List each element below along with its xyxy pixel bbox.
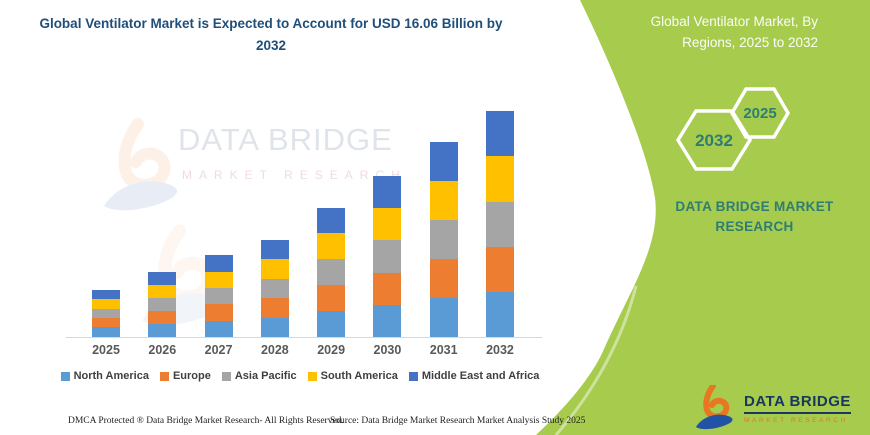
- bar-stack-2032: [485, 111, 514, 337]
- x-axis-line: [66, 337, 542, 338]
- bar-segment-europe: [373, 272, 402, 305]
- bar-segment-south-america: [317, 233, 346, 260]
- data-bridge-logo-icon: [696, 385, 733, 430]
- bar-stack-2028: [260, 239, 289, 337]
- legend-label: Middle East and Africa: [421, 370, 540, 382]
- source-note: Source: Data Bridge Market Research Mark…: [330, 416, 586, 426]
- bar-stack-2025: [92, 289, 120, 337]
- bar-segment-asia-pacific: [148, 298, 177, 311]
- bar-segment-south-america: [204, 271, 233, 289]
- hexagon-label-2032: 2032: [695, 131, 733, 150]
- bar-segment-europe: [204, 304, 233, 321]
- bar-stack-2031: [429, 142, 458, 337]
- bar-segment-south-america: [373, 207, 402, 241]
- bar-segment-south-america: [485, 156, 514, 202]
- legend-item-south-america: South America: [307, 370, 398, 382]
- bar-segment-middle-east-and-africa: [204, 255, 233, 272]
- x-axis-labels: 2025 2026 2027 2028 2029 2030 2031 2032: [80, 343, 526, 357]
- logo-name: DATA BRIDGE: [744, 393, 851, 414]
- bar-2029: [305, 111, 357, 337]
- legend-label: Europe: [172, 370, 211, 382]
- side-panel-heading: Global Ventilator Market, By Regions, 20…: [650, 14, 818, 50]
- dmca-notice: DMCA Protected ® Data Bridge Market Rese…: [68, 416, 344, 426]
- brand-text: DATA BRIDGE MARKET RESEARCH: [675, 199, 834, 235]
- bar-segment-middle-east-and-africa: [260, 239, 289, 260]
- bar-segment-south-america: [429, 180, 458, 221]
- bar-2028: [249, 111, 301, 337]
- bar-segment-middle-east-and-africa: [373, 175, 402, 208]
- data-bridge-logo: DATA BRIDGE MARKET RESEARCH: [694, 383, 859, 433]
- bar-segment-north-america: [260, 317, 289, 337]
- bar-segment-asia-pacific: [317, 259, 346, 286]
- bar-2026: [136, 111, 188, 337]
- bar-stack-2027: [204, 255, 233, 337]
- legend-label: Asia Pacific: [234, 370, 297, 382]
- bar-segment-asia-pacific: [429, 220, 458, 260]
- bar-segment-south-america: [260, 259, 289, 279]
- bar-segment-north-america: [429, 298, 458, 337]
- legend-item-europe: Europe: [159, 370, 211, 382]
- bar-stack-2026: [148, 272, 177, 337]
- legend-swatch-icon: [159, 371, 169, 381]
- bar-segment-asia-pacific: [92, 308, 120, 319]
- bar-segment-europe: [429, 259, 458, 299]
- hexagon-2032-icon: [675, 109, 753, 171]
- legend-item-asia-pacific: Asia Pacific: [221, 370, 297, 382]
- legend-label: North America: [73, 370, 149, 382]
- bar-segment-north-america: [92, 327, 120, 337]
- bar-segment-middle-east-and-africa: [429, 142, 458, 181]
- x-axis-label-2031: 2031: [429, 343, 458, 357]
- bar-2027: [193, 111, 245, 337]
- bar-segment-middle-east-and-africa: [317, 207, 346, 234]
- bar-segment-asia-pacific: [204, 288, 233, 305]
- legend-label: South America: [320, 370, 398, 382]
- bar-segment-north-america: [373, 304, 402, 337]
- bar-segment-middle-east-and-africa: [92, 289, 120, 300]
- legend-swatch-icon: [60, 371, 70, 381]
- x-axis-label-2032: 2032: [486, 343, 514, 357]
- bar-stack-2029: [317, 207, 346, 337]
- bar-segment-middle-east-and-africa: [148, 272, 177, 286]
- bar-2032: [474, 111, 526, 337]
- bar-segment-europe: [317, 285, 346, 311]
- bar-segment-middle-east-and-africa: [485, 111, 514, 157]
- bar-2031: [418, 111, 470, 337]
- x-axis-label-2027: 2027: [204, 343, 233, 357]
- bar-2030: [361, 111, 413, 337]
- bar-segment-asia-pacific: [485, 201, 514, 247]
- stacked-bar-chart: [80, 111, 526, 337]
- bar-stack-2030: [373, 175, 402, 337]
- bar-segment-south-america: [148, 285, 177, 299]
- legend-swatch-icon: [221, 371, 231, 381]
- bar-segment-north-america: [317, 311, 346, 337]
- x-axis-label-2026: 2026: [148, 343, 177, 357]
- bar-segment-asia-pacific: [373, 240, 402, 273]
- hexagon-2025-icon: [729, 87, 791, 139]
- page-title: Global Ventilator Market is Expected to …: [39, 16, 503, 53]
- year-hexagons: 2025 2032: [675, 87, 791, 171]
- bar-segment-europe: [148, 310, 177, 324]
- bar-segment-europe: [260, 298, 289, 318]
- legend-item-north-america: North America: [60, 370, 149, 382]
- chart-legend: North America Europe Asia Pacific South Ame…: [0, 370, 600, 382]
- bar-segment-north-america: [204, 320, 233, 337]
- bar-segment-europe: [92, 318, 120, 328]
- bar-segment-asia-pacific: [260, 278, 289, 299]
- bar-segment-europe: [485, 246, 514, 292]
- hexagon-label-2025: 2025: [743, 105, 776, 122]
- legend-swatch-icon: [408, 371, 418, 381]
- bar-2025: [80, 111, 132, 337]
- x-axis-label-2030: 2030: [373, 343, 402, 357]
- bar-segment-north-america: [485, 292, 514, 337]
- bar-segment-north-america: [148, 323, 177, 337]
- x-axis-label-2029: 2029: [317, 343, 346, 357]
- x-axis-label-2025: 2025: [92, 343, 120, 357]
- legend-item-middle-east-and-africa: Middle East and Africa: [408, 370, 540, 382]
- x-axis-label-2028: 2028: [260, 343, 289, 357]
- bar-segment-south-america: [92, 299, 120, 309]
- logo-tagline: MARKET RESEARCH: [744, 416, 848, 424]
- legend-swatch-icon: [307, 371, 317, 381]
